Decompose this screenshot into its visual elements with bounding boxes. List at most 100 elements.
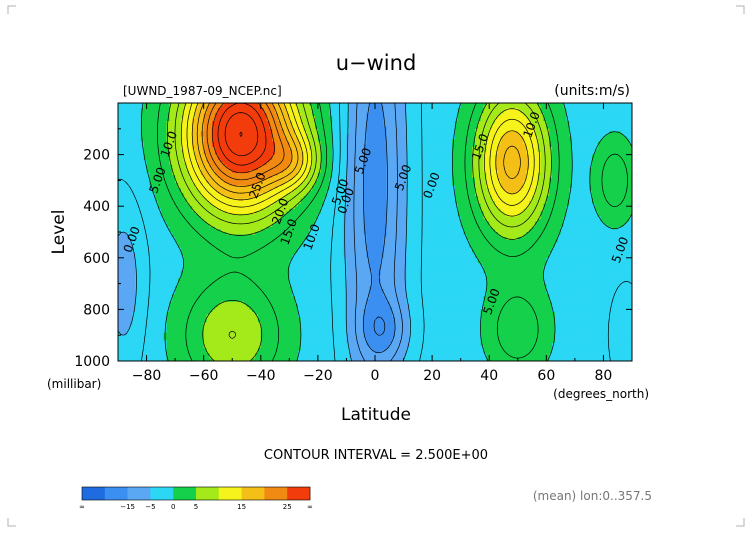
contour-fill-cell <box>332 159 336 163</box>
contour-fill-cell <box>369 131 373 135</box>
contour-fill-cell <box>414 105 419 109</box>
contour-fill-cell <box>220 159 225 163</box>
contour-fill-cell <box>143 157 148 161</box>
contour-fill-cell <box>569 123 573 127</box>
contour-fill-cell <box>420 149 425 153</box>
contour-fill-cell <box>486 108 490 112</box>
contour-fill-cell <box>312 149 316 153</box>
contour-fill-cell <box>260 144 265 148</box>
contour-fill-cell <box>252 115 256 120</box>
contour-fill-cell <box>360 128 365 132</box>
contour-fill-cell <box>466 105 470 109</box>
contour-fill-cell <box>360 144 365 148</box>
contour-fill-cell <box>557 108 562 112</box>
contour-fill-cell <box>123 167 128 171</box>
contour-fill-cell <box>260 128 265 132</box>
contour-fill-cell <box>569 110 573 114</box>
contour-fill-cell <box>189 126 193 130</box>
contour-fill-cell <box>183 115 188 120</box>
contour-fill-cell <box>446 110 450 114</box>
contour-fill-cell <box>552 123 556 127</box>
contour-fill-cell <box>423 123 427 127</box>
contour-fill-cell <box>406 144 410 148</box>
contour-fill-cell <box>277 123 282 127</box>
contour-fill-cell <box>554 141 559 145</box>
contour-fill-cell <box>118 110 122 114</box>
contour-fill-cell <box>423 128 427 132</box>
contour-fill-cell <box>212 164 216 169</box>
contour-fill-cell <box>255 121 259 125</box>
contour-fill-cell <box>377 110 382 114</box>
contour-fill-cell <box>397 110 402 114</box>
contour-fill-cell <box>489 144 493 148</box>
contour-fill-cell <box>480 118 485 122</box>
contour-fill-cell <box>617 113 622 117</box>
contour-fill-cell <box>614 110 619 114</box>
contour-fill-cell <box>417 105 422 109</box>
contour-fill-cell <box>506 108 510 112</box>
contour-fill-cell <box>574 154 579 158</box>
contour-fill-cell <box>612 144 616 148</box>
contour-fill-cell <box>577 103 582 107</box>
contour-fill-cell <box>315 136 319 140</box>
contour-fill-cell <box>560 118 565 122</box>
contour-fill-cell <box>517 136 522 140</box>
contour-fill-cell <box>546 159 550 163</box>
contour-fill-cell <box>577 146 582 151</box>
contour-fill-cell <box>492 164 496 169</box>
contour-fill-cell <box>217 123 222 127</box>
contour-fill-cell <box>406 128 410 132</box>
contour-fill-cell <box>500 167 505 171</box>
contour-fill-cell <box>554 139 559 143</box>
contour-fill-cell <box>129 131 133 135</box>
contour-fill-cell <box>563 167 567 171</box>
contour-fill-cell <box>352 157 356 161</box>
contour-fill-cell <box>432 115 436 120</box>
contour-fill-cell <box>272 115 276 120</box>
contour-fill-cell <box>277 146 282 151</box>
contour-fill-cell <box>620 126 625 130</box>
contour-fill-cell <box>463 110 467 114</box>
contour-fill-cell <box>235 105 239 109</box>
contour-fill-cell <box>440 146 445 151</box>
contour-fill-cell <box>323 126 328 130</box>
contour-fill-cell <box>183 136 188 140</box>
contour-fill-cell <box>466 131 470 135</box>
contour-fill-cell <box>118 108 122 112</box>
contour-fill-cell <box>240 126 245 130</box>
contour-fill-cell <box>329 162 333 166</box>
contour-fill-cell <box>526 113 530 117</box>
contour-fill-cell <box>177 121 182 125</box>
contour-fill-cell <box>315 131 319 135</box>
contour-fill-cell <box>132 149 136 153</box>
contour-fill-cell <box>609 141 613 145</box>
contour-fill-cell <box>226 146 230 151</box>
contour-fill-cell <box>243 110 248 114</box>
contour-fill-cell <box>343 126 348 130</box>
contour-fill-cell <box>163 126 168 130</box>
contour-fill-cell <box>163 103 168 107</box>
contour-fill-cell <box>166 131 170 135</box>
contour-fill-cell <box>572 159 576 163</box>
contour-fill-cell <box>540 115 545 120</box>
contour-fill-cell <box>252 149 256 153</box>
contour-fill-cell <box>549 113 553 117</box>
contour-fill-cell <box>283 170 288 174</box>
contour-fill-cell <box>386 108 390 112</box>
contour-fill-cell <box>152 115 156 120</box>
contour-fill-cell <box>132 108 136 112</box>
contour-fill-cell <box>206 136 210 140</box>
contour-fill-cell <box>472 133 476 138</box>
contour-fill-cell <box>129 113 133 117</box>
contour-fill-cell <box>197 170 202 174</box>
contour-fill-cell <box>389 157 393 161</box>
contour-fill-cell <box>152 141 156 145</box>
contour-fill-cell <box>403 123 408 127</box>
contour-fill-cell <box>215 128 219 132</box>
contour-fill-cell <box>626 110 630 114</box>
contour-fill-cell <box>469 121 473 125</box>
contour-fill-cell <box>414 131 419 135</box>
contour-fill-cell <box>280 126 285 130</box>
contour-fill-cell <box>609 121 613 125</box>
contour-fill-cell <box>503 157 507 161</box>
